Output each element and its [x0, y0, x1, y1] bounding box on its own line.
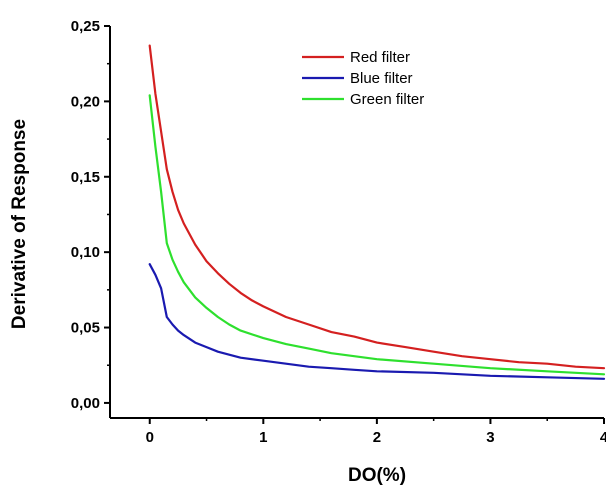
series-line-green-filter — [148, 94, 606, 376]
legend-label: Red filter — [350, 49, 410, 66]
x-axis-title: DO(%) — [348, 465, 406, 486]
axes: 0,00 0,05 0,10 0,15 0,20 0,25 0 1 2 3 4 — [71, 18, 606, 446]
series-line-red-filter — [148, 44, 606, 370]
y-tick-label: 0,20 — [71, 93, 100, 110]
y-tick-label: 0,15 — [71, 169, 100, 186]
y-tick-label: 0,00 — [71, 395, 100, 412]
x-tick-label: 3 — [486, 429, 494, 446]
series-lines — [148, 44, 606, 380]
y-tick-label: 0,25 — [71, 18, 100, 35]
x-tick-label: 4 — [600, 429, 606, 446]
y-axis-title: Derivative of Response — [9, 119, 30, 329]
legend-label: Green filter — [350, 91, 424, 108]
y-tick-label: 0,05 — [71, 320, 100, 337]
x-tick-label: 1 — [259, 429, 267, 446]
series-line-blue-filter — [148, 263, 606, 380]
legend-label: Blue filter — [350, 70, 413, 87]
y-tick-label: 0,10 — [71, 244, 100, 261]
x-tick-label: 2 — [373, 429, 381, 446]
legend: Red filter Blue filter Green filter — [302, 49, 424, 108]
x-tick-label: 0 — [146, 429, 154, 446]
